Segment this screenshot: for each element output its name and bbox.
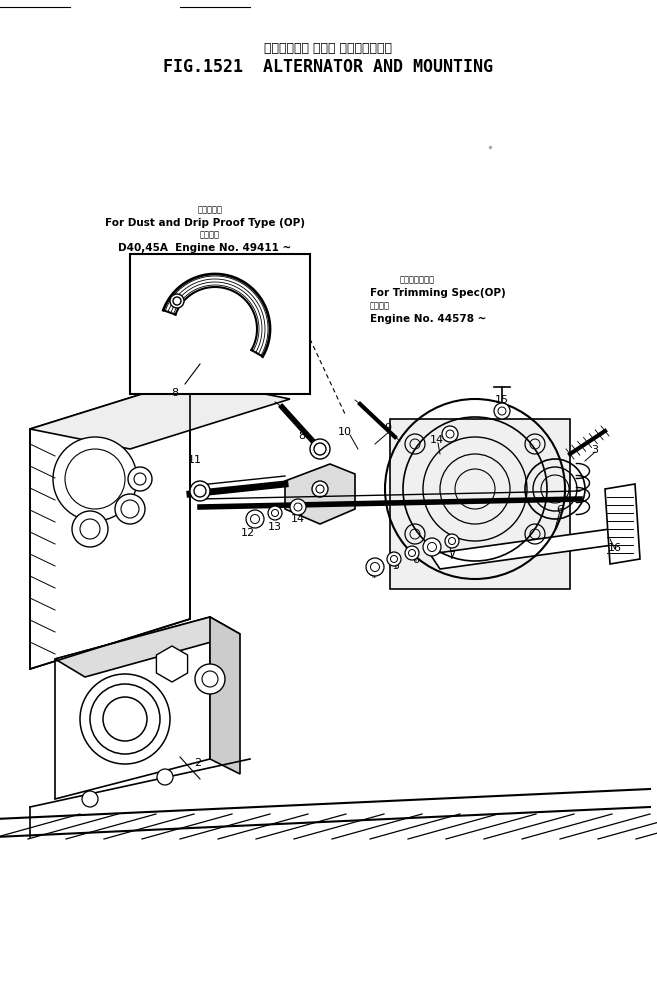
Circle shape xyxy=(498,408,506,415)
Circle shape xyxy=(65,449,125,510)
Text: 12: 12 xyxy=(241,528,255,538)
Text: 16: 16 xyxy=(608,543,622,553)
Circle shape xyxy=(194,485,206,498)
Circle shape xyxy=(173,297,181,306)
Bar xyxy=(130,254,310,395)
Circle shape xyxy=(134,473,146,485)
Circle shape xyxy=(366,559,384,577)
Text: 9: 9 xyxy=(384,422,392,432)
Circle shape xyxy=(190,481,210,502)
Text: 4: 4 xyxy=(369,570,376,580)
Polygon shape xyxy=(30,380,190,669)
Text: 適用号機: 適用号機 xyxy=(370,301,390,310)
Circle shape xyxy=(82,791,98,807)
Text: Engine No. 44578 ~: Engine No. 44578 ~ xyxy=(370,314,486,324)
Text: トリミング仕様: トリミング仕様 xyxy=(400,274,435,283)
Text: For Dust and Drip Proof Type (OP): For Dust and Drip Proof Type (OP) xyxy=(105,218,305,228)
Circle shape xyxy=(445,535,459,549)
Circle shape xyxy=(170,294,184,309)
Text: 6: 6 xyxy=(413,555,420,565)
Circle shape xyxy=(290,500,306,516)
Circle shape xyxy=(387,553,401,567)
Circle shape xyxy=(314,443,326,455)
Circle shape xyxy=(128,467,152,491)
Text: 適用号機: 適用号機 xyxy=(200,230,220,239)
Circle shape xyxy=(271,510,279,517)
Circle shape xyxy=(250,515,260,524)
Polygon shape xyxy=(430,530,620,570)
Polygon shape xyxy=(210,617,240,774)
Text: 2: 2 xyxy=(194,757,202,767)
Text: 5: 5 xyxy=(392,561,399,571)
Text: 6: 6 xyxy=(556,505,564,515)
Circle shape xyxy=(405,547,419,561)
Circle shape xyxy=(72,512,108,548)
Text: For Trimming Spec(OP): For Trimming Spec(OP) xyxy=(370,287,506,297)
Text: FIG.1521  ALTERNATOR AND MOUNTING: FIG.1521 ALTERNATOR AND MOUNTING xyxy=(163,58,493,76)
Circle shape xyxy=(390,556,397,563)
Polygon shape xyxy=(605,484,640,565)
Circle shape xyxy=(310,439,330,459)
Circle shape xyxy=(423,539,441,557)
Text: 7: 7 xyxy=(449,551,455,561)
Text: 14: 14 xyxy=(291,514,305,524)
Circle shape xyxy=(80,520,100,540)
Circle shape xyxy=(312,481,328,498)
Text: 15: 15 xyxy=(495,395,509,405)
Circle shape xyxy=(371,563,380,572)
Text: D40,45A  Engine No. 49411 ~: D40,45A Engine No. 49411 ~ xyxy=(118,243,292,252)
Text: 3: 3 xyxy=(591,444,599,454)
Circle shape xyxy=(316,485,324,493)
Polygon shape xyxy=(55,617,210,799)
Circle shape xyxy=(246,511,264,529)
Polygon shape xyxy=(156,646,188,682)
Text: 1: 1 xyxy=(432,543,438,553)
Circle shape xyxy=(294,504,302,512)
Circle shape xyxy=(195,664,225,694)
Polygon shape xyxy=(285,464,355,525)
Text: 10: 10 xyxy=(338,426,352,436)
Polygon shape xyxy=(55,617,240,677)
Text: オルタネータ および マウンティング: オルタネータ および マウンティング xyxy=(264,42,392,55)
Text: 8: 8 xyxy=(298,430,306,440)
Circle shape xyxy=(157,769,173,785)
Circle shape xyxy=(442,426,458,442)
Circle shape xyxy=(494,404,510,419)
Polygon shape xyxy=(390,419,570,589)
Circle shape xyxy=(121,501,139,519)
Text: 8: 8 xyxy=(171,388,179,398)
Text: 14: 14 xyxy=(430,434,444,444)
Circle shape xyxy=(268,507,282,521)
Circle shape xyxy=(409,550,415,557)
Text: 11: 11 xyxy=(188,454,202,464)
Circle shape xyxy=(449,538,455,545)
Circle shape xyxy=(428,543,436,552)
Circle shape xyxy=(446,430,454,438)
Circle shape xyxy=(53,437,137,522)
Text: 13: 13 xyxy=(268,522,282,532)
Circle shape xyxy=(115,494,145,525)
Text: 防塵防滴用: 防塵防滴用 xyxy=(198,205,223,214)
Polygon shape xyxy=(30,380,290,449)
